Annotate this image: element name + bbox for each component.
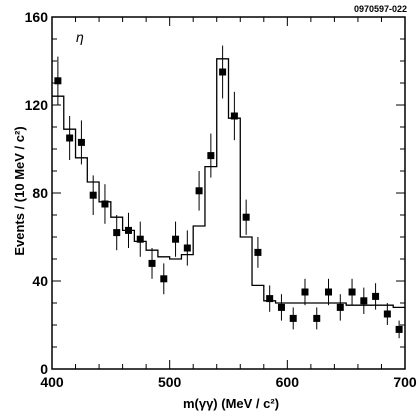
y-tick-label: 80 [32, 185, 48, 201]
data-point [66, 134, 74, 142]
data-point [101, 200, 109, 208]
panel-label: η [76, 29, 84, 45]
x-axis-label: m(γγ) (MeV / c²) [183, 396, 279, 411]
data-point [172, 235, 180, 243]
data-point [301, 288, 309, 296]
x-tick-label: 500 [158, 374, 182, 390]
data-point [195, 187, 203, 195]
y-axis-label: Events / (10 MeV / c²) [12, 126, 27, 255]
x-tick-label: 600 [276, 374, 300, 390]
data-point [325, 288, 333, 296]
data-point [266, 295, 274, 303]
axis-tick-labels: 400 500 600 700 0 40 80 120 160 [25, 9, 417, 390]
data-point [113, 229, 121, 237]
data-point [77, 138, 85, 146]
data-point [313, 314, 321, 322]
y-tick-label: 120 [25, 97, 49, 113]
data-point [395, 325, 403, 333]
data-point [336, 303, 344, 311]
y-tick-label: 40 [32, 273, 48, 289]
data-point [383, 310, 391, 318]
data-point [160, 275, 168, 283]
data-points [54, 45, 403, 339]
data-point [289, 314, 297, 322]
data-point [183, 244, 191, 252]
data-point [54, 77, 62, 85]
fit-histogram-line [52, 58, 405, 309]
data-point [207, 152, 215, 160]
data-point [242, 213, 250, 221]
data-point [148, 259, 156, 267]
data-point [360, 297, 368, 305]
data-point [136, 235, 144, 243]
data-point [124, 226, 132, 234]
data-point [277, 303, 285, 311]
y-tick-label: 160 [25, 9, 49, 25]
data-point [254, 248, 262, 256]
figure-id: 0970597-022 [354, 4, 407, 14]
data-point [219, 68, 227, 76]
data-point [230, 112, 238, 120]
data-point [89, 191, 97, 199]
data-point [372, 292, 380, 300]
x-tick-label: 400 [40, 374, 64, 390]
x-tick-label: 700 [393, 374, 417, 390]
y-tick-label: 0 [40, 361, 48, 377]
data-point [348, 288, 356, 296]
